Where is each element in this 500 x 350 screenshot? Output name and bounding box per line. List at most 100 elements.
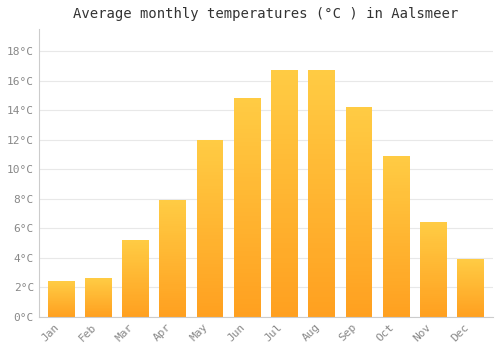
Bar [196, 186, 224, 189]
Bar [122, 300, 149, 301]
Bar [271, 179, 298, 184]
Bar [196, 207, 224, 211]
Bar [85, 284, 112, 285]
Bar [383, 204, 409, 208]
Bar [308, 228, 335, 233]
Bar [48, 303, 74, 304]
Bar [458, 285, 484, 286]
Bar [458, 281, 484, 282]
Bar [85, 279, 112, 280]
Bar [234, 199, 260, 203]
Bar [160, 310, 186, 312]
Bar [122, 259, 149, 260]
Bar [346, 254, 372, 258]
Bar [420, 232, 447, 234]
Bar [420, 283, 447, 285]
Bar [420, 285, 447, 287]
Bar [196, 189, 224, 193]
Bar [196, 310, 224, 313]
Bar [196, 306, 224, 310]
Bar [196, 313, 224, 317]
Bar [458, 301, 484, 302]
Bar [122, 271, 149, 272]
Bar [308, 179, 335, 184]
Bar [234, 133, 260, 138]
Bar [383, 281, 409, 285]
Bar [271, 130, 298, 134]
Bar [346, 132, 372, 137]
Bar [85, 289, 112, 290]
Bar [346, 275, 372, 279]
Bar [234, 308, 260, 313]
Bar [308, 297, 335, 302]
Bar [160, 217, 186, 219]
Bar [160, 240, 186, 242]
Bar [122, 254, 149, 256]
Bar [196, 140, 224, 143]
Bar [420, 306, 447, 307]
Bar [122, 256, 149, 257]
Bar [160, 287, 186, 289]
Bar [271, 198, 298, 203]
Bar [383, 162, 409, 166]
Bar [122, 263, 149, 265]
Bar [308, 272, 335, 278]
Bar [196, 154, 224, 158]
Bar [234, 142, 260, 146]
Bar [308, 154, 335, 159]
Bar [383, 182, 409, 185]
Bar [458, 305, 484, 307]
Bar [458, 304, 484, 305]
Bar [196, 193, 224, 196]
Bar [234, 290, 260, 295]
Bar [122, 314, 149, 315]
Bar [160, 296, 186, 298]
Bar [196, 179, 224, 182]
Bar [48, 288, 74, 289]
Bar [85, 285, 112, 286]
Bar [458, 294, 484, 295]
Bar [458, 274, 484, 275]
Bar [420, 254, 447, 256]
Bar [308, 243, 335, 248]
Bar [308, 278, 335, 282]
Bar [196, 246, 224, 250]
Bar [234, 304, 260, 308]
Bar [271, 248, 298, 253]
Bar [383, 211, 409, 214]
Bar [420, 300, 447, 302]
Bar [383, 236, 409, 240]
Bar [196, 168, 224, 172]
Bar [85, 296, 112, 297]
Bar [346, 225, 372, 229]
Bar [458, 273, 484, 274]
Bar [85, 307, 112, 308]
Bar [458, 287, 484, 288]
Bar [308, 85, 335, 90]
Bar [420, 224, 447, 226]
Bar [458, 268, 484, 270]
Bar [271, 134, 298, 139]
Bar [122, 265, 149, 266]
Bar [383, 172, 409, 175]
Bar [122, 240, 149, 241]
Bar [160, 203, 186, 205]
Bar [271, 100, 298, 105]
Bar [160, 273, 186, 275]
Bar [383, 188, 409, 191]
Bar [383, 178, 409, 182]
Bar [234, 195, 260, 199]
Bar [420, 264, 447, 266]
Bar [122, 311, 149, 312]
Bar [160, 266, 186, 268]
Bar [308, 203, 335, 208]
Bar [458, 272, 484, 273]
Bar [160, 249, 186, 252]
Bar [420, 258, 447, 260]
Bar [346, 208, 372, 212]
Bar [308, 218, 335, 223]
Bar [234, 278, 260, 282]
Bar [458, 290, 484, 292]
Bar [160, 301, 186, 303]
Bar [122, 257, 149, 259]
